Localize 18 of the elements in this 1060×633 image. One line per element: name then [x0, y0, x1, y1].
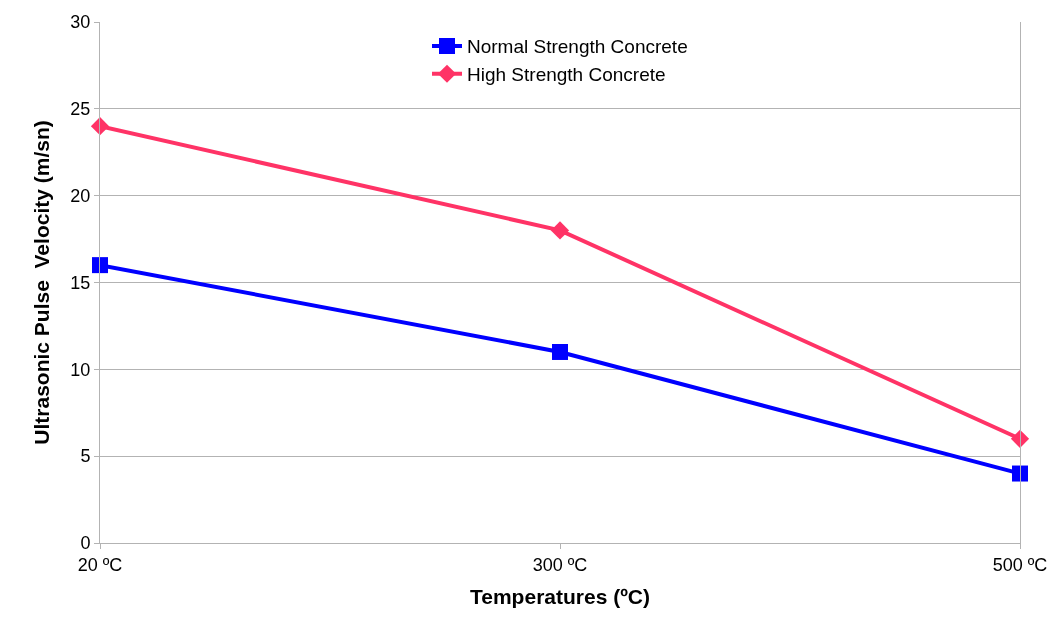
x-axis-title: Temperatures (ºC) — [470, 584, 650, 608]
point — [92, 257, 108, 274]
y-tick-label: 15 — [70, 272, 91, 293]
y-tick-label: 10 — [70, 359, 91, 380]
legend-label: High Strength Concrete — [467, 64, 666, 86]
y-tick-label: 20 — [70, 185, 91, 206]
x-tick-label: 20 ºC — [77, 554, 123, 575]
point — [552, 343, 568, 360]
y-tick-label: 25 — [70, 99, 91, 120]
point — [1012, 465, 1028, 482]
y-tick-label: 0 — [80, 533, 91, 554]
y-tick-label: 30 — [70, 12, 91, 33]
y-axis-title: Ultrasonic Pulse Velocity (m/sn) — [29, 120, 53, 445]
point — [550, 221, 570, 240]
x-tick-label: 500 ºC — [992, 554, 1048, 575]
y-tick-label: 5 — [80, 446, 91, 467]
x-tick-label: 300 ºC — [532, 554, 588, 575]
legend-label: Normal Strength Concrete — [467, 36, 688, 58]
